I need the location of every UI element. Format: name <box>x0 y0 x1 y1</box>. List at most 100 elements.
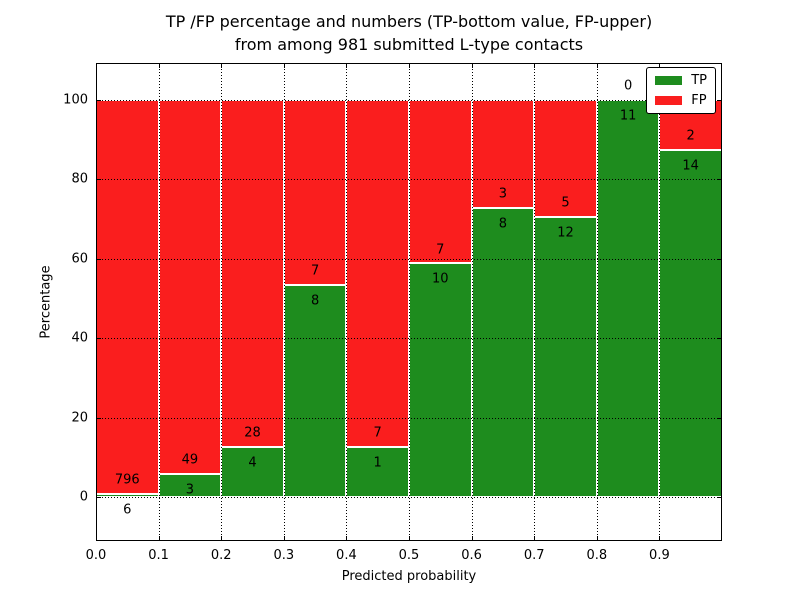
chart-title-line-1: TP /FP percentage and numbers (TP-bottom… <box>165 12 653 31</box>
fp-swatch-icon <box>655 96 683 105</box>
gridlines-layer <box>96 63 722 541</box>
v-gridline <box>596 63 598 541</box>
y-tick-label: 100 <box>63 92 88 108</box>
y-tick-mark <box>96 179 101 181</box>
x-tick-mark <box>283 536 285 541</box>
fp-count-label: 28 <box>244 425 261 441</box>
y-tick-mark-right <box>717 417 722 419</box>
v-gridline <box>534 63 536 541</box>
x-tick-label: 0.3 <box>273 548 295 563</box>
fp-count-label: 7 <box>310 263 320 279</box>
x-tick-mark-top <box>659 63 661 68</box>
y-tick-label: 60 <box>71 251 88 267</box>
y-tick-mark <box>96 338 101 340</box>
chart-title-line-2: from among 981 submitted L-type contacts <box>234 35 584 54</box>
tp-count-label: 12 <box>557 225 574 241</box>
x-tick-mark-top <box>158 63 160 68</box>
x-tick-label: 0.6 <box>461 548 482 563</box>
x-tick-label: 0.9 <box>649 548 670 563</box>
x-tick-label: 0.2 <box>210 548 232 563</box>
v-gridline <box>158 63 160 541</box>
x-tick-mark-top <box>596 63 598 68</box>
x-tick-mark <box>346 536 348 541</box>
bar-segment-tp <box>659 149 722 497</box>
y-axis-label: Percentage <box>38 265 54 339</box>
legend-row-tp: TP <box>655 74 707 87</box>
fp-count-label: 49 <box>181 452 199 468</box>
fp-count-label: 0 <box>623 78 633 94</box>
v-gridline <box>283 63 285 541</box>
v-gridline <box>471 63 473 541</box>
x-tick-mark <box>596 536 598 541</box>
x-tick-label: 0.0 <box>85 548 107 563</box>
chart-title: TP /FP percentage and numbers (TP-bottom… <box>96 10 722 56</box>
bar-segment-tp <box>534 216 597 497</box>
v-gridline <box>346 63 348 541</box>
bar-segment-fp <box>158 100 222 475</box>
tp-count-label: 4 <box>248 455 257 471</box>
bar-segment-tp <box>409 263 472 497</box>
x-tick-mark <box>659 536 661 541</box>
count-labels-layer: 796 6 49 3 28 4 7 8 7 1 7 10 3 8 5 12 0 11 2 14 <box>96 63 722 541</box>
v-gridline <box>659 63 661 541</box>
legend-row-fp: FP <box>655 94 707 107</box>
x-tick-mark-top <box>409 63 410 68</box>
tp-count-label: 8 <box>498 216 508 232</box>
tp-count-label: 11 <box>619 108 637 124</box>
fp-count-label: 2 <box>686 128 695 144</box>
x-axis-label: Predicted probability <box>341 569 477 584</box>
y-tick-mark <box>96 417 101 419</box>
y-tick-mark-right <box>717 338 722 340</box>
y-tick-label: 40 <box>71 330 88 346</box>
legend-label-tp: TP <box>691 73 707 88</box>
y-tick-label: 0 <box>79 489 88 505</box>
x-tick-mark-top <box>346 63 348 68</box>
x-tick-label: 0.5 <box>398 548 420 563</box>
y-tick-mark-right <box>717 100 722 101</box>
y-tick-mark <box>96 100 101 101</box>
y-tick-mark-right <box>717 258 722 260</box>
tp-count-label: 8 <box>310 293 320 309</box>
tp-count-label: 14 <box>682 158 699 173</box>
fp-count-label: 5 <box>561 195 570 211</box>
y-tick-mark <box>96 497 101 498</box>
x-tick-mark <box>221 536 223 541</box>
x-tick-mark <box>471 536 473 541</box>
plot-area: 796 6 49 3 28 4 7 8 7 1 7 10 3 8 5 12 0 11 2 14 TP FP <box>96 63 722 541</box>
tp-swatch-icon <box>655 76 683 85</box>
tp-count-label: 6 <box>123 502 132 518</box>
fp-count-label: 796 <box>114 472 140 488</box>
x-tick-mark <box>409 536 410 541</box>
x-tick-mark-top <box>471 63 473 68</box>
y-tick-mark-right <box>717 497 722 498</box>
v-gridline <box>409 63 410 541</box>
y-tick-mark-right <box>717 179 722 181</box>
x-tick-label: 0.7 <box>523 548 545 563</box>
x-tick-mark <box>158 536 160 541</box>
bar-segment-fp <box>96 100 159 495</box>
x-tick-mark <box>534 536 536 541</box>
x-tick-label: 0.4 <box>336 548 357 563</box>
tp-count-label: 1 <box>373 455 382 471</box>
x-tick-label: 0.1 <box>148 548 169 563</box>
legend-label-fp: FP <box>691 93 707 108</box>
bar-segment-fp <box>471 100 535 209</box>
fp-count-label: 3 <box>498 186 508 202</box>
x-tick-mark-top <box>221 63 223 68</box>
bars-layer <box>96 63 722 541</box>
bar-segment-fp <box>346 100 409 448</box>
fp-count-label: 7 <box>373 425 382 441</box>
y-tick-label: 80 <box>71 171 88 187</box>
fp-count-label: 7 <box>436 242 445 258</box>
v-gridline <box>221 63 223 541</box>
legend: TP FP <box>646 67 716 114</box>
y-tick-mark <box>96 258 101 260</box>
bar-segment-tp <box>596 100 660 497</box>
tp-count-label: 3 <box>185 482 195 498</box>
tp-count-label: 10 <box>432 271 449 287</box>
x-tick-mark-top <box>534 63 536 68</box>
x-tick-label: 0.8 <box>586 548 608 563</box>
y-tick-label: 20 <box>71 410 88 426</box>
x-tick-mark-top <box>283 63 285 68</box>
